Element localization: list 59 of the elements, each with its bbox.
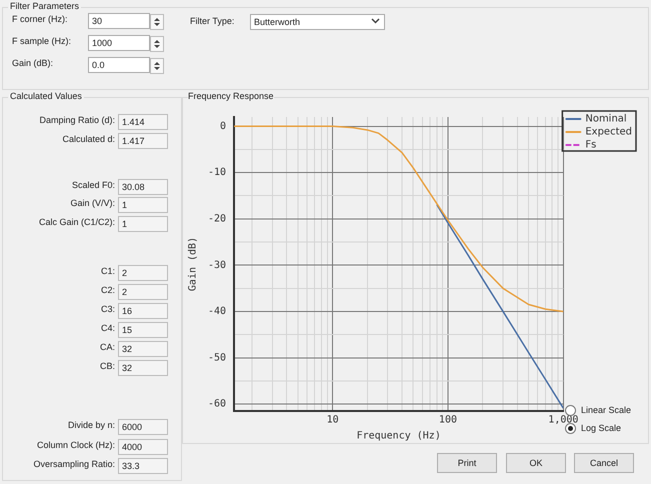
- text: Filter Type:: [190, 16, 234, 26]
- text: CA:: [100, 342, 115, 352]
- text: Damping Ratio (d):: [39, 115, 115, 125]
- x-tick-label: 1,000: [548, 414, 578, 426]
- y-tick-label: -10: [208, 167, 226, 178]
- text: Column Clock (Hz):: [36, 440, 115, 450]
- text: Filter Parameters: [8, 1, 82, 11]
- text: Gain (V/V):: [70, 198, 115, 208]
- text: 1.414: [118, 114, 168, 130]
- text: 16: [118, 303, 168, 319]
- text: Print: [437, 453, 497, 473]
- legend-label: Nominal: [585, 114, 627, 125]
- text: 33.3: [118, 458, 168, 474]
- text: CB:: [100, 361, 115, 371]
- text: Cancel: [574, 453, 634, 473]
- chart-title: Frequency Response: [188, 91, 274, 101]
- y-tick-label: -40: [208, 306, 226, 318]
- text: 1: [118, 197, 168, 213]
- text: C4:: [100, 323, 115, 333]
- text: C1:: [100, 266, 115, 276]
- x-tick-label: 100: [438, 414, 457, 426]
- text: 1000: [88, 35, 150, 51]
- text: 32: [118, 341, 168, 357]
- text: 2: [118, 265, 168, 281]
- legend-label: Expected: [585, 126, 632, 138]
- text: 32: [118, 360, 168, 376]
- text: 0.0: [88, 57, 150, 73]
- legend-label: Fs: [585, 140, 596, 151]
- text: Butterworth: [250, 14, 385, 30]
- x-tick-label: 10: [326, 414, 339, 426]
- text: C3:: [100, 304, 115, 314]
- text: Gain (dB):: [12, 58, 54, 68]
- y-tick-label: -30: [208, 260, 226, 271]
- text: 6000: [118, 419, 168, 435]
- text: Divide by n:: [68, 420, 115, 430]
- text: Scaled F0:: [72, 180, 115, 190]
- text: 30: [88, 13, 150, 29]
- text: OK: [506, 453, 566, 473]
- text: 30.08: [118, 179, 168, 195]
- y-axis-title: Gain (dB): [188, 236, 199, 292]
- text: 2: [118, 284, 168, 300]
- y-tick-label: -60: [208, 398, 226, 410]
- y-tick-label: -50: [208, 352, 226, 364]
- text: 4000: [118, 439, 168, 455]
- x-axis-title: Frequency (Hz): [356, 430, 441, 442]
- text: Calculated d:: [62, 134, 115, 144]
- text: F corner (Hz):: [12, 14, 68, 24]
- y-tick-label: -20: [208, 213, 226, 224]
- text: 1.417: [118, 133, 168, 149]
- text: 15: [118, 322, 168, 338]
- y-tick-label: 0: [220, 120, 226, 132]
- text: Oversampling Ratio:: [33, 459, 115, 469]
- text: Calc Gain (C1/C2):: [38, 217, 115, 227]
- text: C2:: [100, 285, 115, 295]
- text: 1: [118, 216, 168, 232]
- text: Log Scale: [581, 423, 622, 433]
- text: Linear Scale: [581, 405, 632, 415]
- text: Calculated Values: [8, 91, 84, 101]
- text: F sample (Hz):: [12, 36, 72, 46]
